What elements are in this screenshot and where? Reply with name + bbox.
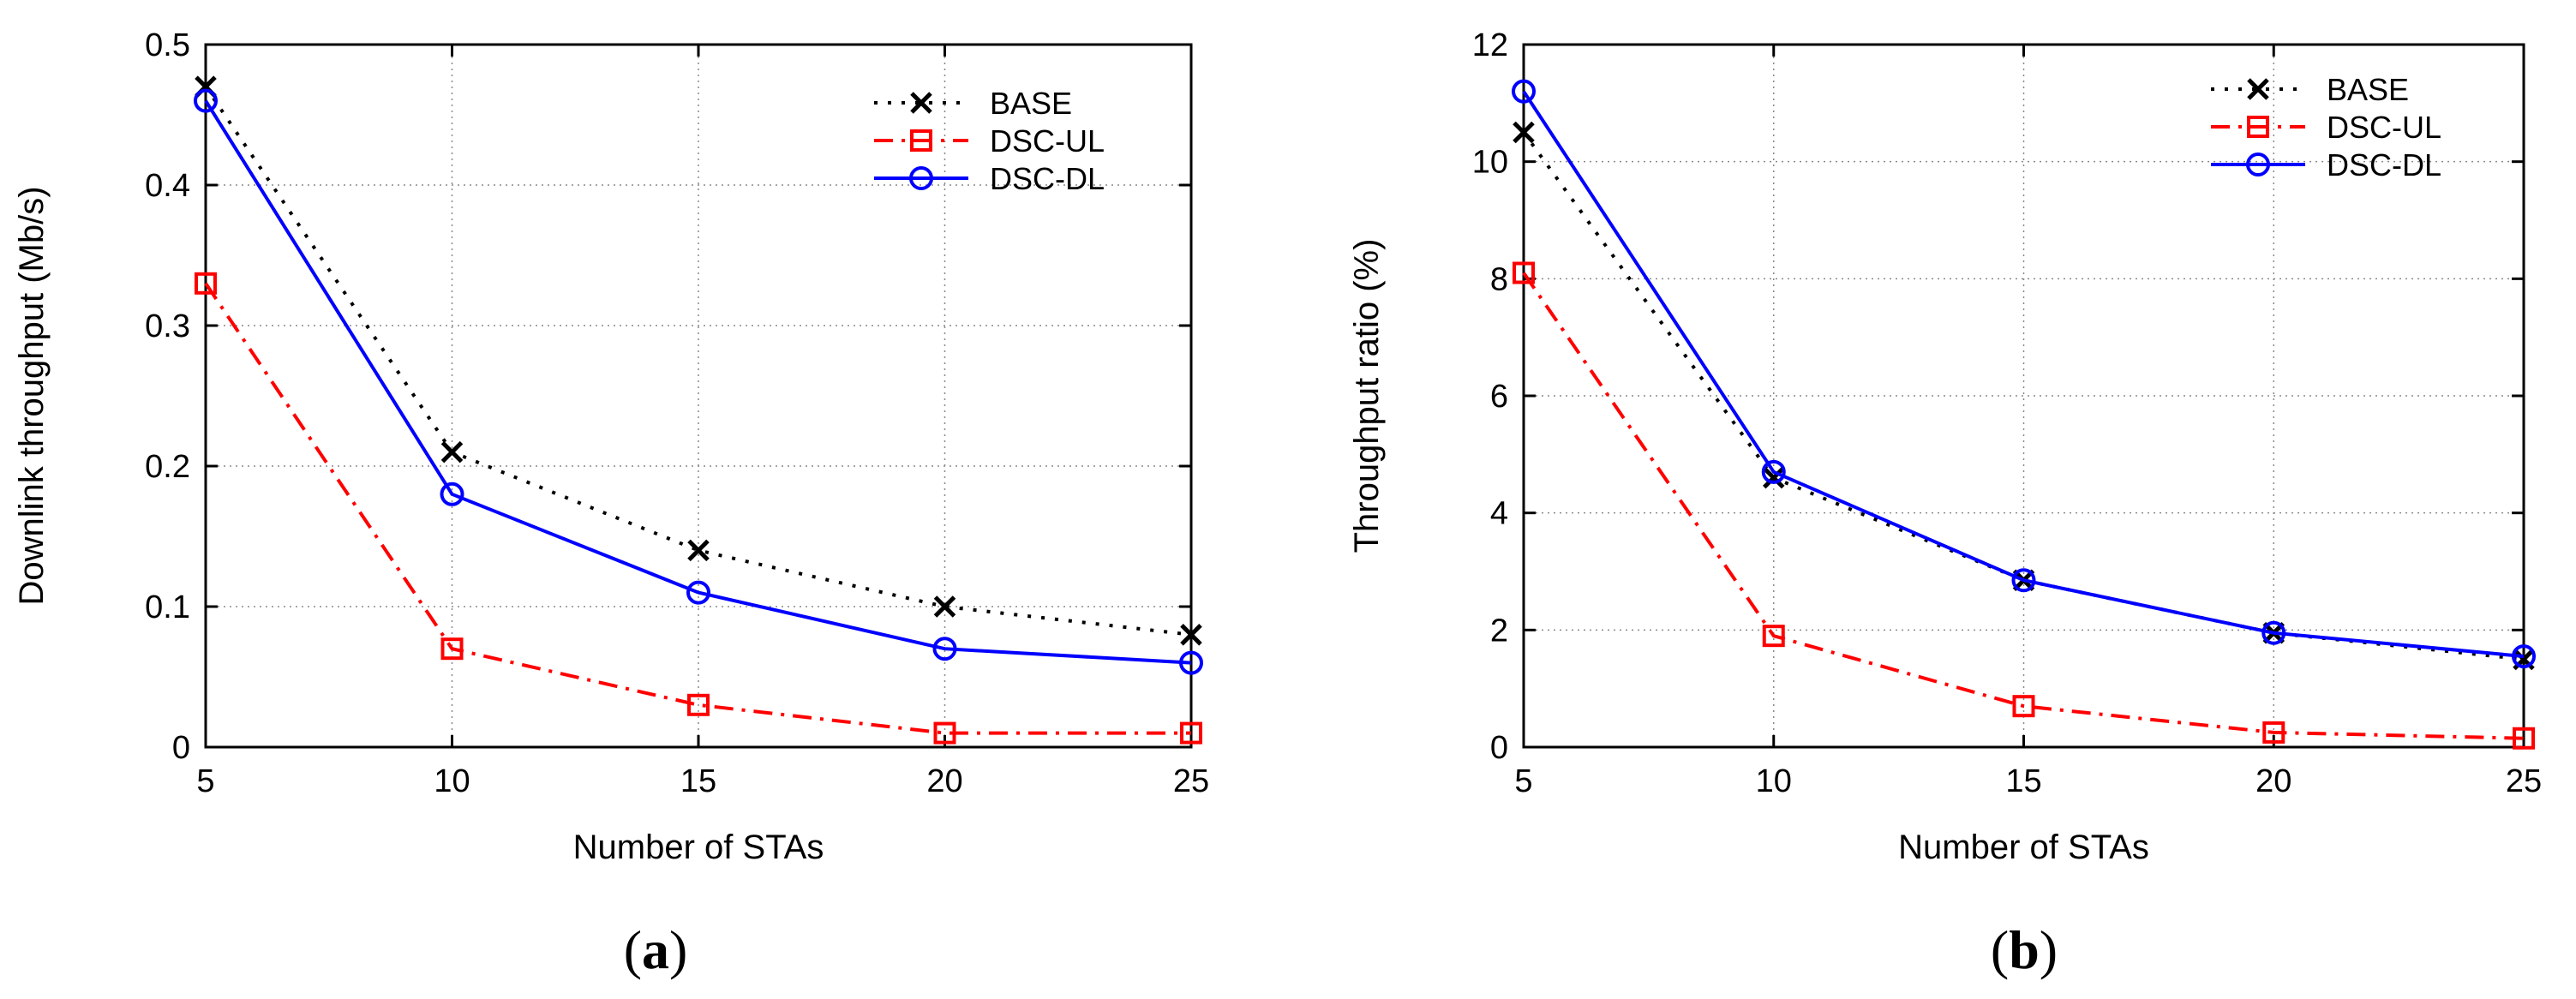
- series-line-dsc-dl: [1522, 90, 2525, 659]
- legend-label-base: BASE: [990, 86, 1072, 121]
- data-point-dsc-dl: [2261, 620, 2286, 645]
- y-tick-label: 6: [1490, 379, 1508, 415]
- legend-marker-base: [910, 92, 932, 114]
- y-tick-label: 10: [1472, 145, 1508, 181]
- data-point-dsc-dl: [932, 637, 957, 661]
- chart-panel-a: 0 0.1 0.2 0.3 0.4 0.5 5 10 15 20 25 Number of STAs D…: [13, 27, 1209, 980]
- data-point-base: [687, 539, 710, 562]
- series-dsc-dl: [1512, 79, 2536, 669]
- grid: [206, 45, 1191, 747]
- data-point-dsc-dl: [1512, 79, 1536, 104]
- y-tick-label: 0.5: [145, 27, 190, 63]
- data-point-dsc-dl: [2512, 644, 2536, 669]
- x-tick-label: 20: [926, 763, 962, 799]
- data-point-dsc-dl: [194, 88, 218, 113]
- y-tick-label: 2: [1490, 613, 1508, 649]
- legend-label-base: BASE: [2327, 72, 2409, 107]
- x-tick-label: 10: [1756, 763, 1792, 799]
- marker-stroke: [1513, 121, 1535, 144]
- data-point-dsc-ul: [1513, 261, 1535, 284]
- legend-marker-dsc-ul: [2247, 116, 2269, 138]
- data-point-dsc-dl: [1179, 650, 1203, 675]
- y-tick-label: 0.1: [145, 589, 190, 625]
- series-dsc-dl: [194, 88, 1203, 675]
- series-dsc-ul: [195, 272, 1202, 745]
- data-point-base: [440, 440, 464, 464]
- series-line-dsc-ul: [1522, 272, 2525, 740]
- y-axis-label: Throughput ratio (%): [1348, 239, 1386, 553]
- data-point-dsc-ul: [2513, 727, 2535, 750]
- marker-stroke: [1762, 466, 1785, 489]
- marker-stroke: [1180, 624, 1202, 646]
- panel-label: (a): [624, 919, 688, 980]
- series-line-dsc-ul: [204, 282, 1191, 735]
- legend-marker-base: [2247, 78, 2269, 100]
- chart-panel-b: 0 2 4 6 8 10 12 5 10 15 20 25 Number of STAs Throughp…: [1348, 27, 2542, 980]
- legend-label-dsc-ul: DSC-UL: [990, 123, 1105, 159]
- data-point-dsc-ul: [195, 272, 217, 295]
- y-tick-label: 0.2: [145, 449, 190, 485]
- panel-label-open: (: [1991, 919, 2009, 980]
- series-base: [1513, 121, 2535, 671]
- data-point-dsc-ul: [2262, 721, 2285, 744]
- y-tick-label: 8: [1490, 261, 1508, 297]
- data-point-base: [933, 595, 956, 618]
- data-point-base: [1513, 121, 1535, 144]
- x-tick-label: 20: [2255, 763, 2291, 799]
- data-point-dsc-dl: [2011, 568, 2036, 593]
- x-tick-label: 25: [2506, 763, 2542, 799]
- x-tick-label: 5: [196, 763, 214, 799]
- data-point-dsc-ul: [2012, 695, 2035, 718]
- legend-marker-dsc-ul: [910, 129, 932, 152]
- y-tick-label: 0: [172, 730, 190, 766]
- legend-label-dsc-dl: DSC-DL: [990, 161, 1105, 196]
- data-point-dsc-ul: [933, 721, 956, 745]
- data-point-dsc-dl: [440, 482, 464, 506]
- marker-stroke: [440, 440, 464, 464]
- panel-label-letter: a: [642, 919, 669, 980]
- marker-stroke: [910, 92, 932, 114]
- legend-marker-dsc-dl: [2246, 153, 2270, 176]
- marker-stroke: [2247, 78, 2269, 100]
- data-point-dsc-dl: [1761, 459, 1786, 484]
- panel-label: (b): [1991, 919, 2058, 980]
- data-point-dsc-ul: [1762, 625, 1785, 648]
- series-line-dsc-dl: [204, 99, 1192, 665]
- y-axis-label: Downlink throughput (Mb/s): [13, 186, 51, 605]
- marker-stroke: [933, 595, 956, 618]
- x-tick-label: 15: [680, 763, 716, 799]
- series-dsc-ul: [1513, 261, 2535, 750]
- y-tick-label: 0: [1490, 730, 1508, 766]
- y-tick-label: 12: [1472, 27, 1508, 63]
- legend-label-dsc-ul: DSC-UL: [2327, 110, 2441, 145]
- x-tick-label: 10: [434, 763, 470, 799]
- panel-label-close: ): [2040, 919, 2058, 980]
- legend-label-dsc-dl: DSC-DL: [2327, 147, 2441, 182]
- x-tick-label: 25: [1173, 763, 1209, 799]
- x-axis-label: Number of STAs: [573, 829, 824, 866]
- data-point-base: [1180, 624, 1202, 646]
- panel-label-close: ): [669, 919, 687, 980]
- x-tick-label: 5: [1514, 763, 1532, 799]
- y-tick-label: 0.3: [145, 308, 190, 344]
- x-tick-label: 15: [2005, 763, 2041, 799]
- series-base: [195, 75, 1202, 646]
- data-point-dsc-ul: [1180, 721, 1202, 745]
- legend-marker-dsc-dl: [909, 166, 933, 190]
- x-axis-label: Number of STAs: [1898, 829, 2149, 866]
- data-point-dsc-ul: [687, 693, 710, 716]
- y-tick-label: 4: [1490, 496, 1508, 532]
- y-tick-label: 0.4: [145, 168, 190, 204]
- data-point-base: [1762, 466, 1785, 489]
- data-point-dsc-ul: [440, 637, 464, 661]
- panel-label-open: (: [624, 919, 642, 980]
- marker-stroke: [687, 539, 710, 562]
- panel-label-letter: b: [2009, 919, 2040, 980]
- data-point-dsc-dl: [686, 580, 710, 605]
